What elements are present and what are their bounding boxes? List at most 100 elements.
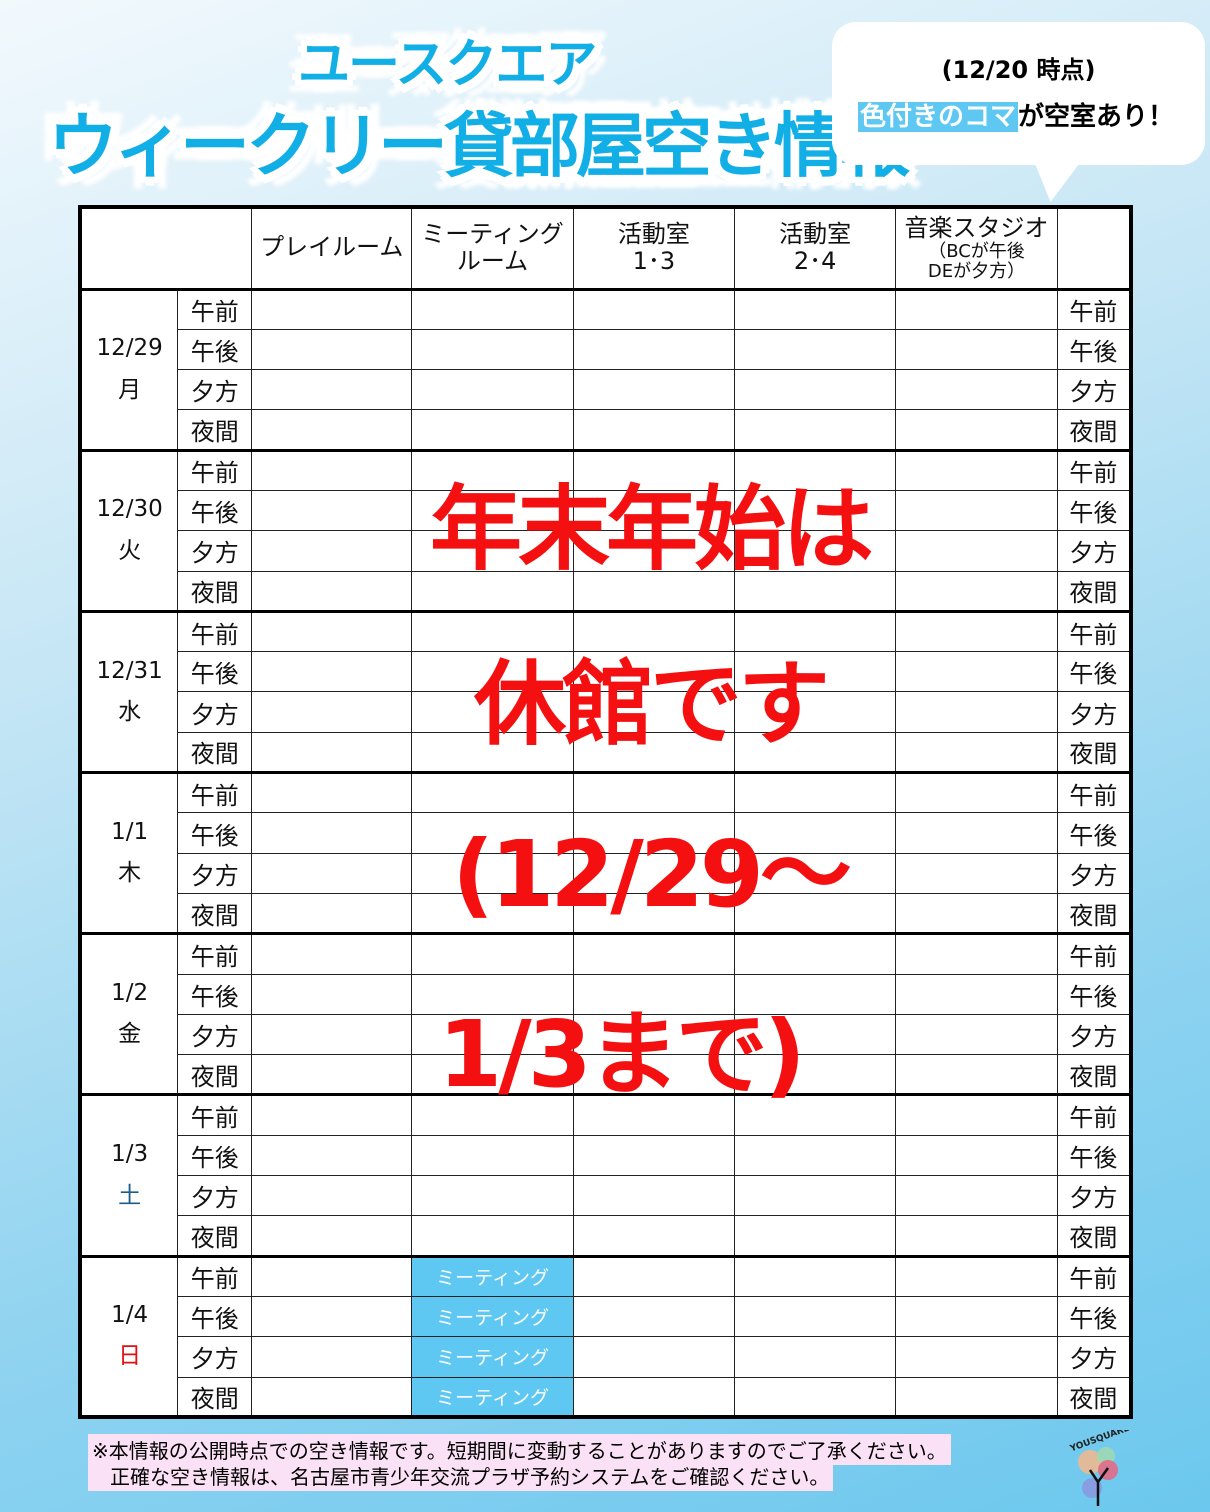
room-slot-cell — [251, 973, 413, 1015]
table-row: 1/3 土 午前 午前 — [79, 1093, 1132, 1257]
info-bubble — [832, 22, 1205, 165]
room-slot-cell — [733, 731, 897, 774]
room-slot-cell[interactable]: ミーティング — [411, 1336, 574, 1378]
table-row: 夜間 夜間 — [80, 570, 1132, 612]
slot-label: 夕方 — [177, 852, 253, 894]
table-row: 夜間 夜間 — [80, 892, 1132, 935]
table-row: 午後 午後 — [80, 973, 1132, 1015]
room-slot-cell — [251, 932, 413, 975]
room-slot-cell — [251, 1093, 413, 1136]
room-slot-cell — [895, 409, 1058, 451]
room-slot-cell — [733, 1175, 897, 1217]
slot-label: 午後 — [177, 1134, 253, 1177]
day-label: 12/30 火 — [79, 448, 179, 612]
header-activity-13: 活動室 1･3 — [572, 206, 736, 291]
room-slot-cell — [733, 328, 897, 371]
slot-label: 夜間 — [177, 570, 253, 612]
slot-label: 夕方 — [177, 691, 253, 733]
day-label: 1/2 金 — [79, 932, 179, 1096]
slot-label: 午後 — [177, 489, 253, 532]
title-line1: ユースクエア — [298, 35, 597, 95]
room-slot-cell — [733, 1215, 897, 1257]
footer-note-1: ※本情報の公開時点での空き情報です。短期間に変動することがありますのでご了承くだ… — [88, 1434, 951, 1465]
room-slot-cell — [895, 287, 1058, 330]
closed-notice-line3: (12/29～ — [452, 821, 852, 928]
room-slot-cell — [251, 1376, 413, 1418]
room-slot-cell — [251, 1134, 413, 1177]
day-date: 12/30 — [96, 496, 163, 523]
day-weekday: 日 — [118, 1343, 142, 1370]
table-row: 夕方 夕方 — [80, 369, 1132, 411]
room-slot-cell — [572, 1295, 736, 1338]
room-slot-cell — [572, 973, 736, 1015]
day-weekday: 土 — [118, 1182, 142, 1209]
room-slot-cell — [733, 691, 897, 733]
table-row: 午後 午後 — [80, 489, 1132, 532]
header-music-studio: 音楽スタジオ （BCが午後 DEが夕方） — [895, 206, 1058, 291]
room-slot-cell — [895, 771, 1058, 814]
room-slot-cell — [251, 1215, 413, 1257]
table-row: 12/29 月 午前 午前 — [79, 287, 1132, 451]
day-date: 1/1 — [111, 818, 149, 845]
slot-label: 午後 — [177, 973, 253, 1015]
table-row: 午後 午後 — [80, 328, 1132, 371]
slot-label-right: 午後 — [1056, 328, 1132, 371]
slot-label-right: 午前 — [1056, 609, 1132, 653]
room-slot-cell — [733, 369, 897, 411]
slot-label: 夜間 — [177, 731, 253, 774]
table-row: 1/1 木 午前 午前 — [79, 771, 1132, 935]
as-of-date: (12/20 時点) — [941, 56, 1096, 84]
slot-label: 夕方 — [177, 1013, 253, 1056]
slot-label-right: 午後 — [1056, 1134, 1132, 1177]
table-row: 夜間 夜間 — [80, 409, 1132, 451]
room-slot-cell — [895, 651, 1058, 693]
slot-label-right: 夜間 — [1056, 570, 1132, 612]
room-slot-cell — [411, 489, 574, 532]
slot-label-right: 午後 — [1056, 812, 1132, 854]
room-slot-cell[interactable]: ミーティング — [411, 1254, 574, 1297]
slot-label-right: 夜間 — [1056, 892, 1132, 935]
day-weekday: 木 — [118, 860, 142, 887]
slot-label: 午前 — [177, 609, 253, 653]
slot-label: 夜間 — [177, 1215, 253, 1257]
room-slot-cell — [895, 489, 1058, 532]
room-slot-cell — [572, 1093, 736, 1136]
room-slot-cell — [251, 409, 413, 451]
availability-table: プレイルーム ミーティング ルーム 活動室 1･3 活動室 2･4 音楽スタジオ （BC… — [78, 205, 1133, 1420]
slot-label-right: 夜間 — [1056, 1054, 1132, 1096]
room-slot-cell — [895, 609, 1058, 653]
table-row: 夜間 夜間 — [80, 1054, 1132, 1096]
day-label: 12/29 月 — [79, 287, 179, 451]
slot-label-right: 夕方 — [1056, 1336, 1132, 1378]
room-slot-cell — [572, 409, 736, 451]
room-slot-cell — [572, 932, 736, 975]
day-date: 12/31 — [96, 657, 163, 684]
room-slot-cell — [572, 691, 736, 733]
room-slot-cell — [251, 1175, 413, 1217]
room-slot-cell — [251, 1336, 413, 1378]
table-row: 夕方 夕方 — [80, 852, 1132, 894]
slot-label: 夕方 — [177, 1175, 253, 1217]
room-slot-cell[interactable]: ミーティング — [411, 1376, 574, 1418]
day-weekday: 金 — [118, 1021, 142, 1048]
room-slot-cell — [572, 1254, 736, 1297]
slot-label-right: 午前 — [1056, 1254, 1132, 1297]
day-date: 1/3 — [111, 1141, 149, 1168]
slot-label: 夕方 — [177, 1336, 253, 1378]
room-slot-cell — [895, 1376, 1058, 1418]
slot-label: 夜間 — [177, 409, 253, 451]
room-slot-cell — [411, 812, 574, 854]
room-slot-cell[interactable]: ミーティング — [411, 1295, 574, 1338]
room-slot-cell — [411, 287, 574, 330]
header-empty-right — [1056, 206, 1132, 291]
room-slot-cell — [895, 1295, 1058, 1338]
slot-label-right: 午後 — [1056, 651, 1132, 693]
room-slot-cell — [733, 1295, 897, 1338]
room-slot-cell — [251, 731, 413, 774]
room-slot-cell — [895, 1093, 1058, 1136]
day-date: 1/2 — [111, 979, 149, 1006]
room-slot-cell — [251, 852, 413, 894]
room-slot-cell — [251, 328, 413, 371]
room-slot-cell — [733, 609, 897, 653]
slot-label-right: 夕方 — [1056, 1013, 1132, 1056]
